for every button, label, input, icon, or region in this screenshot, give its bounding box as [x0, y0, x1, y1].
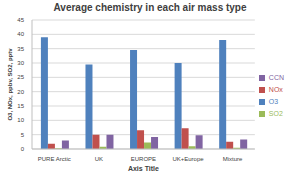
svg-text:25: 25: [17, 74, 24, 80]
html-text:CCN: CCN: [268, 73, 284, 81]
svg-text:O3, NOx, ppbv, SO2, pptv: O3, NOx, ppbv, SO2, pptv: [8, 48, 13, 121]
svg-text:UK: UK: [95, 156, 103, 162]
svg-text:0: 0: [21, 146, 25, 152]
svg-text:35: 35: [17, 46, 24, 52]
svg-text:10: 10: [17, 117, 24, 123]
svg-text:UK+Europe: UK+Europe: [172, 156, 204, 162]
svg-text:Mixture: Mixture: [223, 156, 243, 162]
html-text:O3: O3: [268, 97, 279, 105]
svg-text:Axis Title: Axis Title: [128, 165, 159, 172]
svg-text:15: 15: [17, 103, 24, 109]
svg-text:30: 30: [17, 60, 24, 66]
svg-text:20: 20: [17, 89, 24, 95]
svg-text:EUROPE: EUROPE: [131, 156, 156, 162]
svg-text:45: 45: [17, 17, 24, 23]
html-text:Average chemistry in each air: Average chemistry in each air mass type: [53, 2, 247, 13]
svg-text:PURE Arctic: PURE Arctic: [38, 156, 71, 162]
html-text:NOx: NOx: [268, 85, 283, 93]
svg-text:40: 40: [17, 31, 24, 37]
html-text:SO2: SO2: [268, 109, 283, 117]
svg-text:5: 5: [21, 132, 25, 138]
